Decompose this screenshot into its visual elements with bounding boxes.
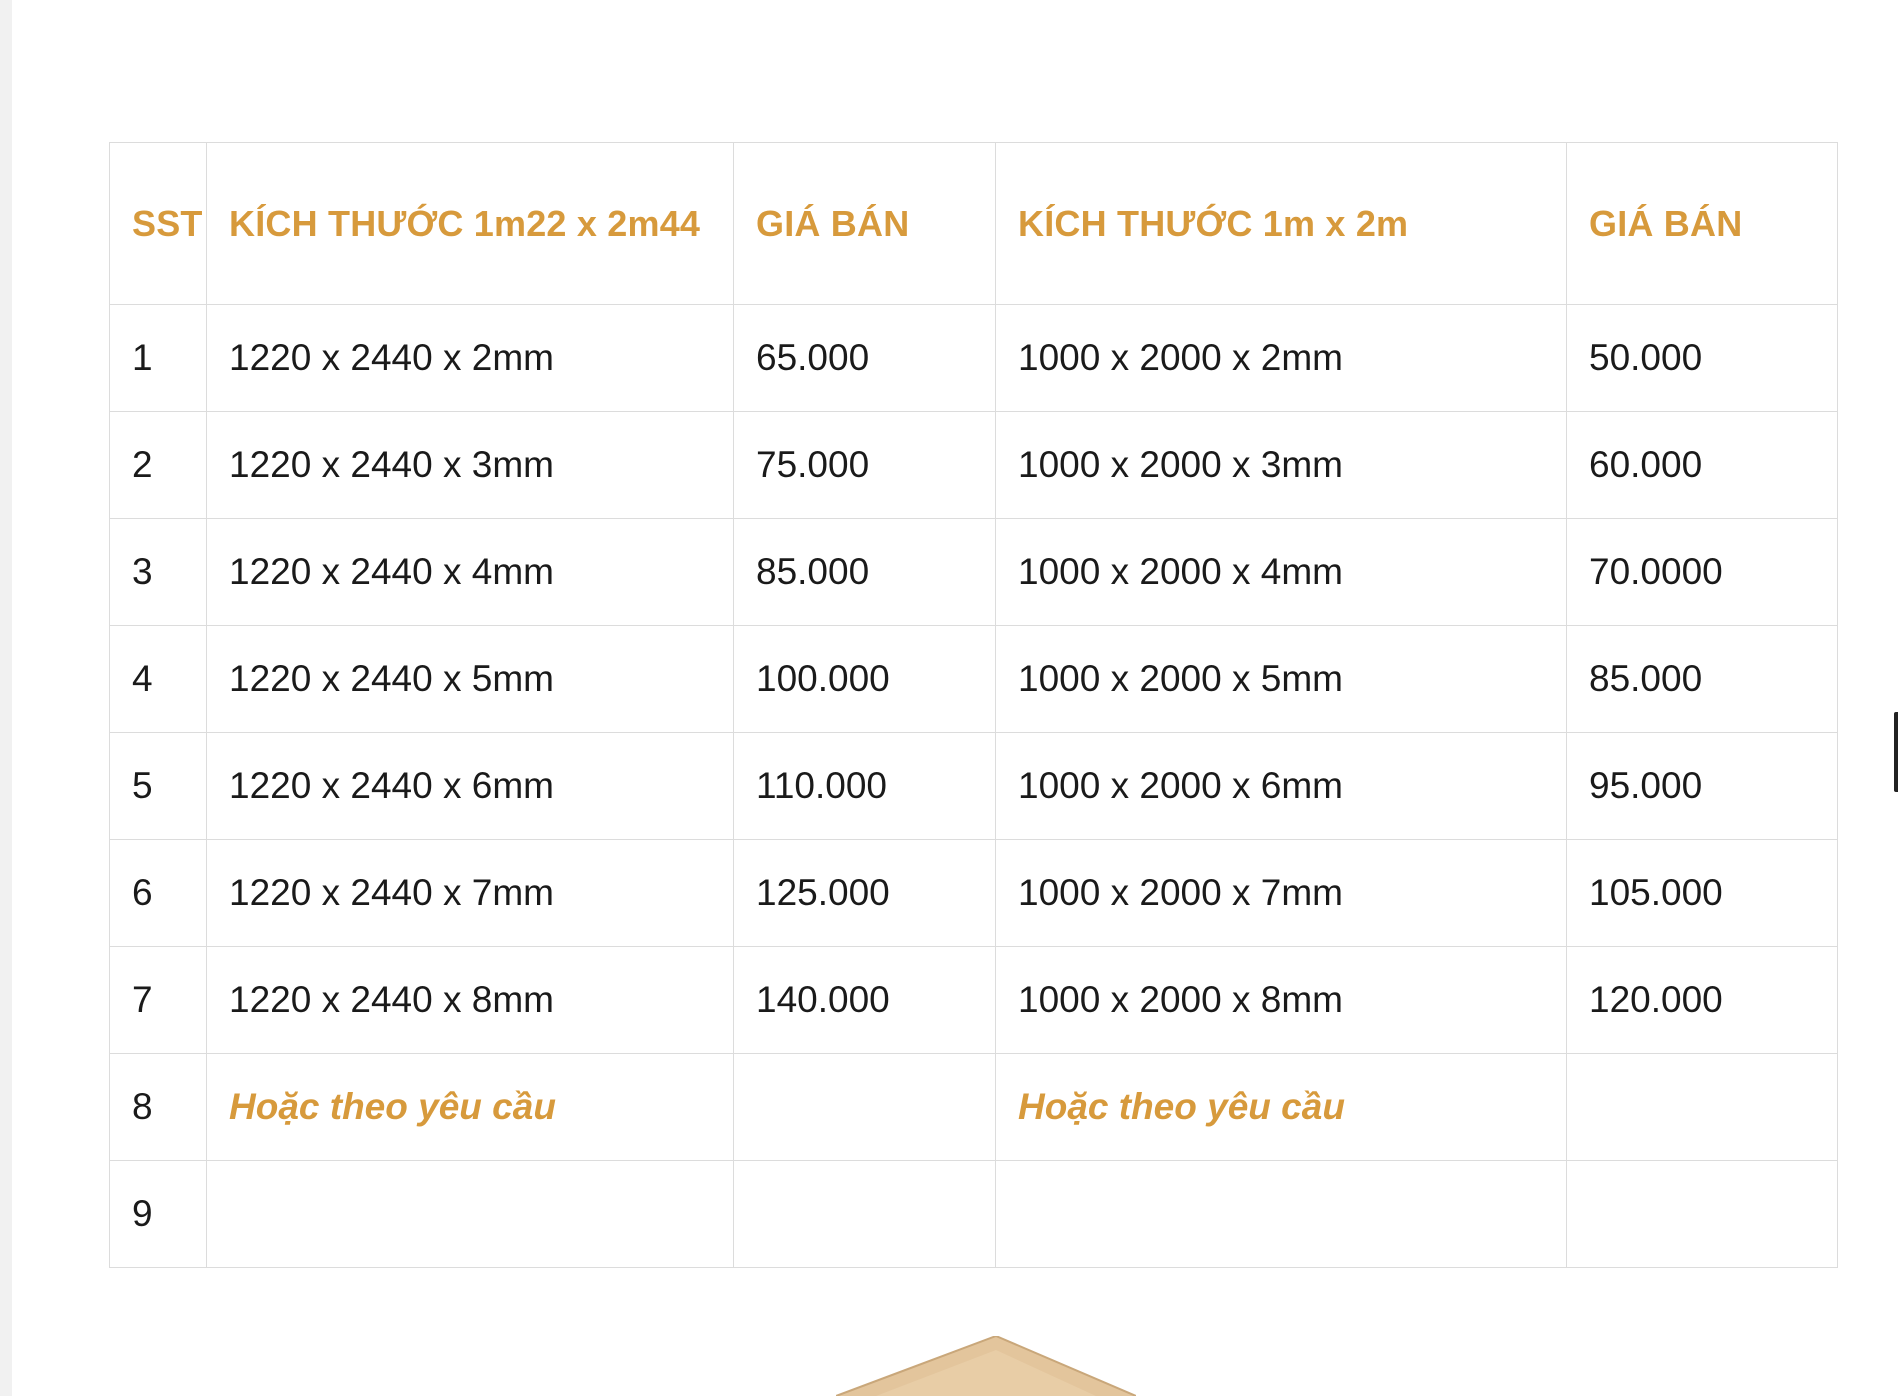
table-row: 4 1220 x 2440 x 5mm 100.000 1000 x 2000 … [109,625,1838,733]
cell-size-b: 1000 x 2000 x 3mm [995,411,1567,519]
table-row: 1 1220 x 2440 x 2mm 65.000 1000 x 2000 x… [109,304,1838,412]
cell-price-b: 120.000 [1566,946,1838,1054]
cell-stt: 4 [109,625,207,733]
header-price-2: GIÁ BÁN [1566,142,1838,305]
left-gutter [0,0,12,1396]
cell-price-a: 75.000 [733,411,996,519]
price-table: SST KÍCH THƯỚC 1m22 x 2m44 GIÁ BÁN KÍCH … [109,142,1838,1268]
cell-custom-request-a: Hoặc theo yêu cầu [206,1053,734,1161]
table-row: 7 1220 x 2440 x 8mm 140.000 1000 x 2000 … [109,946,1838,1054]
cell-price-a: 125.000 [733,839,996,947]
scroll-indicator[interactable] [1894,712,1898,792]
header-size-1m: KÍCH THƯỚC 1m x 2m [995,142,1567,305]
cell-size-b: 1000 x 2000 x 8mm [995,946,1567,1054]
cell-stt: 5 [109,732,207,840]
header-size-1m22: KÍCH THƯỚC 1m22 x 2m44 [206,142,734,305]
cell-price-a: 85.000 [733,518,996,626]
cell-price-a: 65.000 [733,304,996,412]
cell-price-a: 100.000 [733,625,996,733]
cell-size-a: 1220 x 2440 x 5mm [206,625,734,733]
cell-stt: 6 [109,839,207,947]
table-row: 2 1220 x 2440 x 3mm 75.000 1000 x 2000 x… [109,411,1838,519]
table-row: 5 1220 x 2440 x 6mm 110.000 1000 x 2000 … [109,732,1838,840]
cell-size-a [206,1160,734,1268]
table-row: 6 1220 x 2440 x 7mm 125.000 1000 x 2000 … [109,839,1838,947]
cell-size-a: 1220 x 2440 x 3mm [206,411,734,519]
cell-stt: 8 [109,1053,207,1161]
cell-size-a: 1220 x 2440 x 2mm [206,304,734,412]
cell-price-a [733,1160,996,1268]
table-row: 9 [109,1160,1838,1268]
cell-price-b: 105.000 [1566,839,1838,947]
header-stt: SST [109,142,207,305]
cell-stt: 7 [109,946,207,1054]
cell-stt: 1 [109,304,207,412]
cell-stt: 9 [109,1160,207,1268]
cell-price-b: 95.000 [1566,732,1838,840]
cell-price-a: 140.000 [733,946,996,1054]
cell-size-b: 1000 x 2000 x 6mm [995,732,1567,840]
table-row: 3 1220 x 2440 x 4mm 85.000 1000 x 2000 x… [109,518,1838,626]
cell-stt: 2 [109,411,207,519]
cell-size-b: 1000 x 2000 x 5mm [995,625,1567,733]
cell-size-a: 1220 x 2440 x 6mm [206,732,734,840]
cell-size-a: 1220 x 2440 x 8mm [206,946,734,1054]
cell-size-b [995,1160,1567,1268]
cell-price-b: 70.0000 [1566,518,1838,626]
cell-size-a: 1220 x 2440 x 4mm [206,518,734,626]
cell-price-a [733,1053,996,1161]
header-price-1: GIÁ BÁN [733,142,996,305]
cell-price-a: 110.000 [733,732,996,840]
plywood-board-image [836,1336,1136,1396]
table-header-row: SST KÍCH THƯỚC 1m22 x 2m44 GIÁ BÁN KÍCH … [109,142,1838,305]
cell-stt: 3 [109,518,207,626]
cell-size-b: 1000 x 2000 x 2mm [995,304,1567,412]
cell-size-a: 1220 x 2440 x 7mm [206,839,734,947]
cell-size-b: 1000 x 2000 x 7mm [995,839,1567,947]
cell-price-b: 85.000 [1566,625,1838,733]
cell-price-b: 50.000 [1566,304,1838,412]
cell-price-b [1566,1160,1838,1268]
cell-price-b [1566,1053,1838,1161]
cell-size-b: 1000 x 2000 x 4mm [995,518,1567,626]
cell-custom-request-b: Hoặc theo yêu cầu [995,1053,1567,1161]
cell-price-b: 60.000 [1566,411,1838,519]
table-row: 8 Hoặc theo yêu cầu Hoặc theo yêu cầu [109,1053,1838,1161]
